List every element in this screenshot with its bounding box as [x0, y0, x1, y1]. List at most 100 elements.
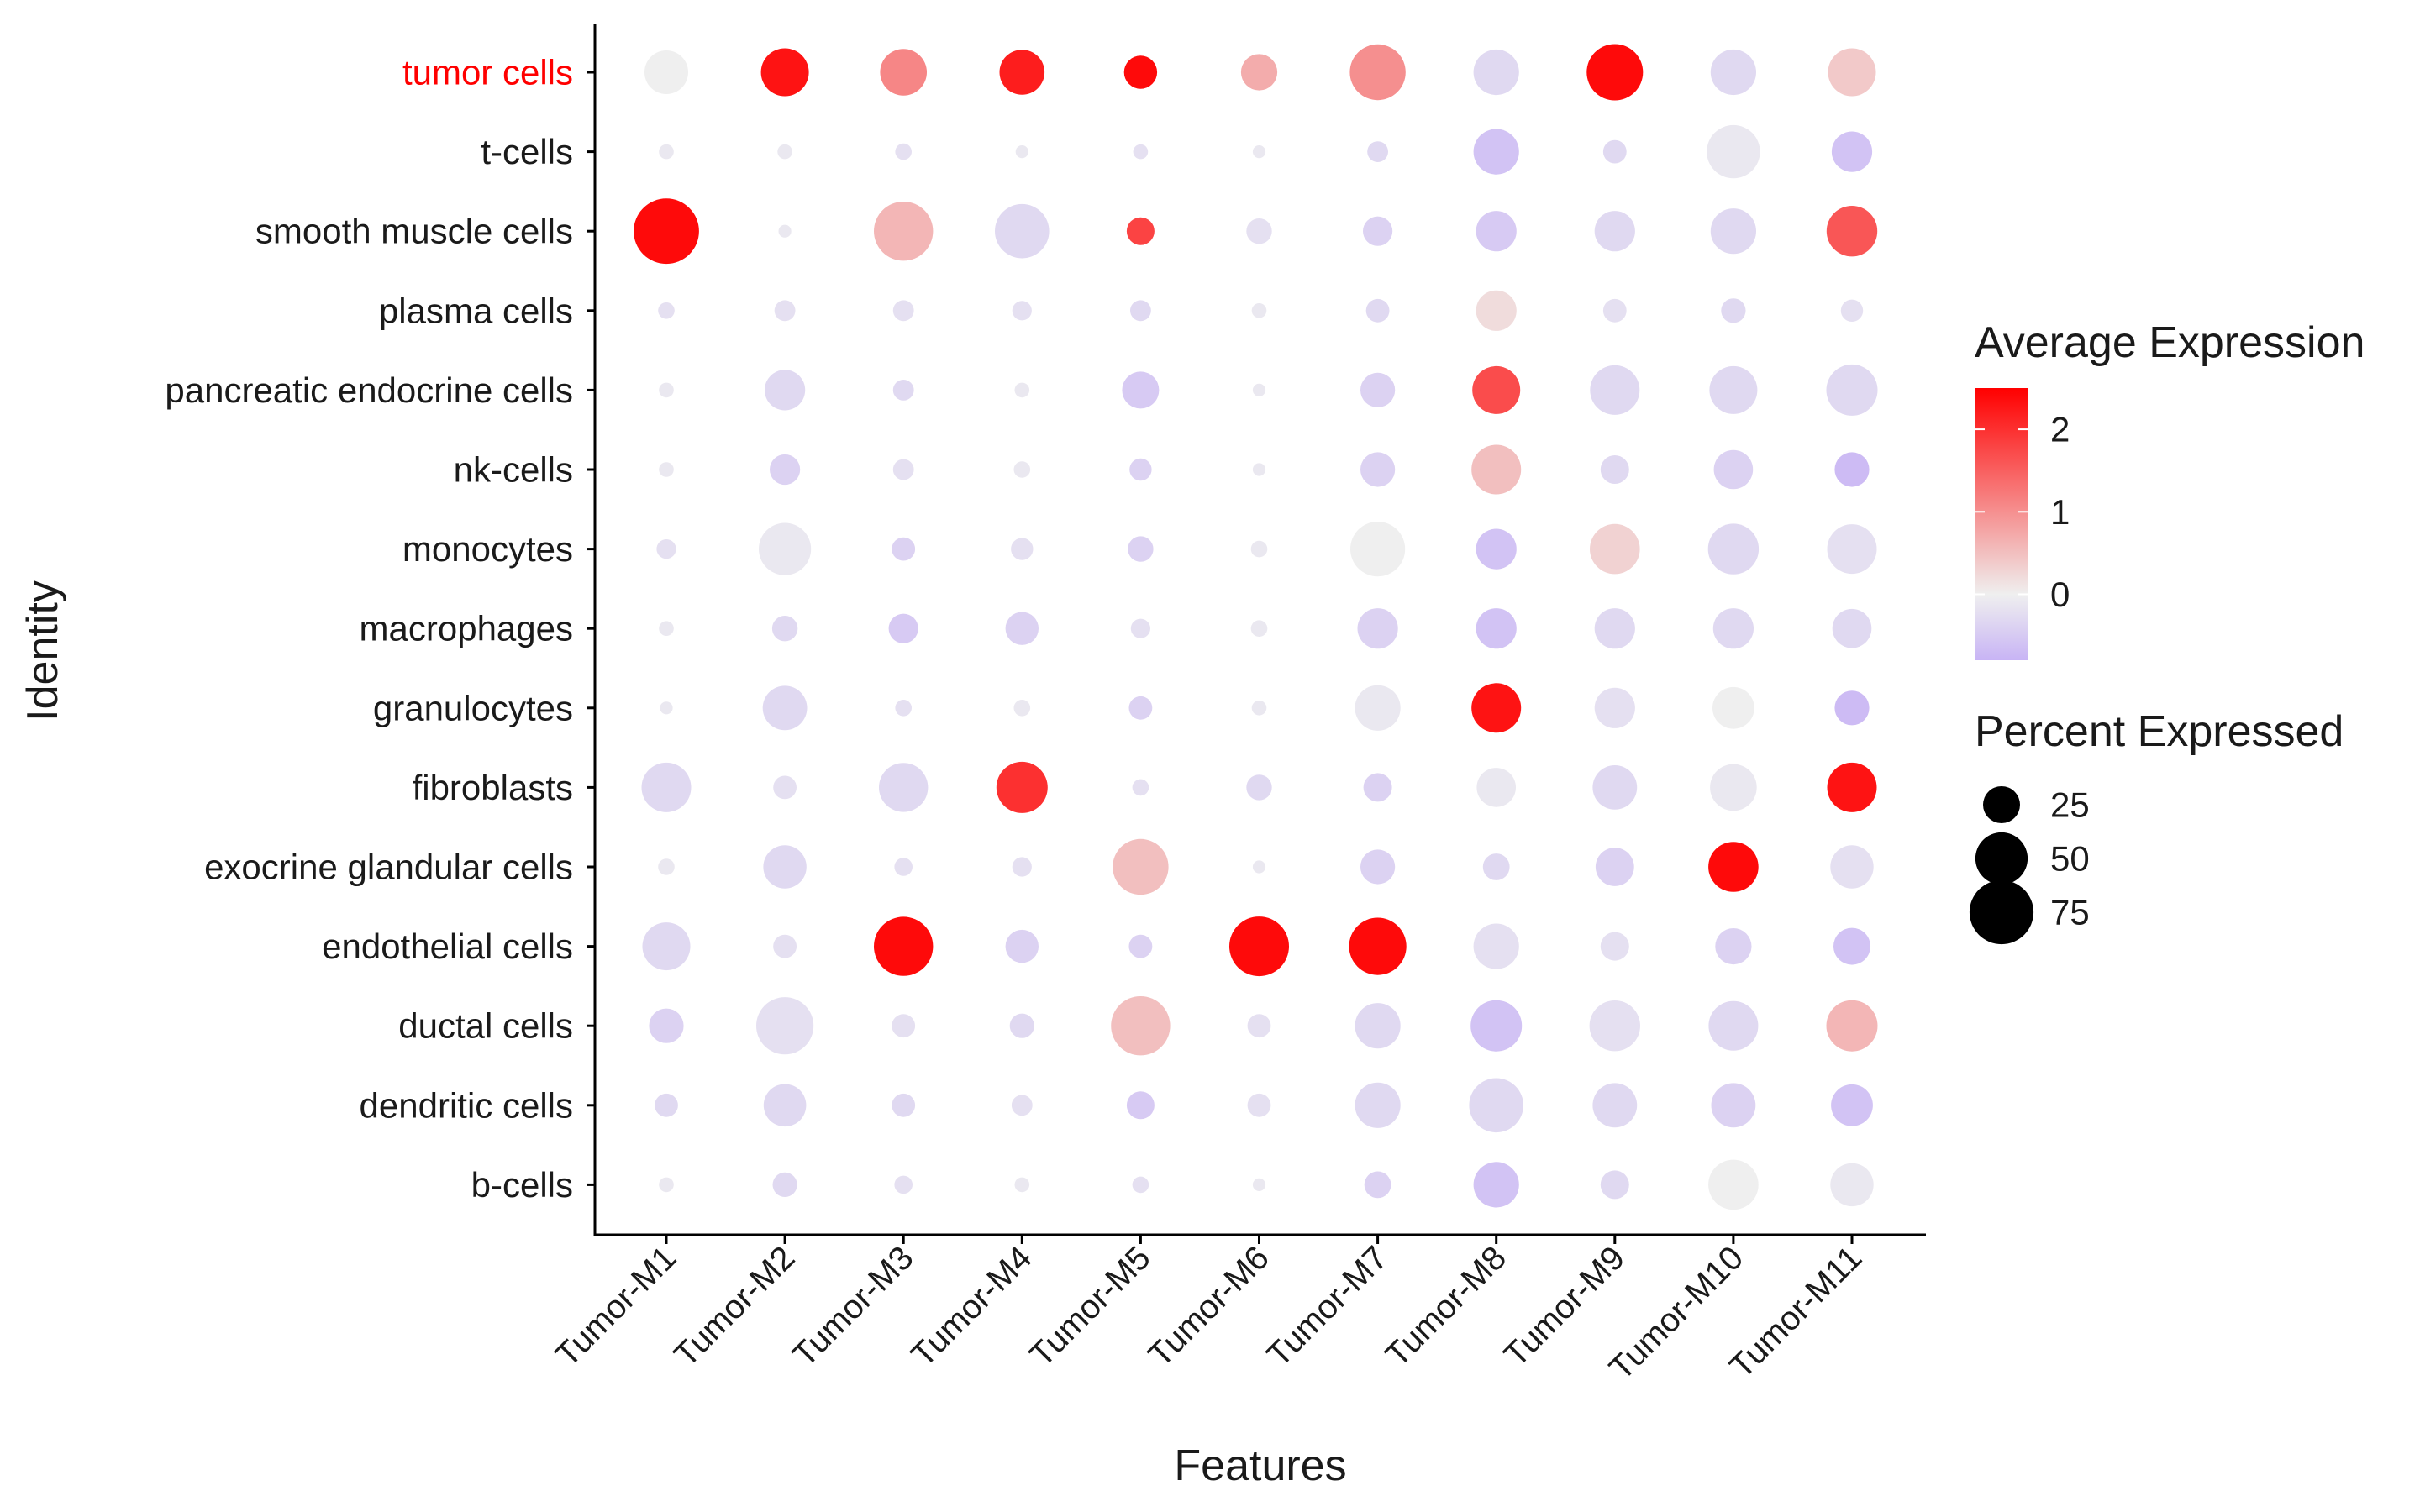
x-tick-label: Tumor-M2 — [667, 1239, 802, 1373]
dot — [1834, 452, 1870, 487]
dot — [995, 203, 1050, 259]
dot — [1009, 1013, 1034, 1038]
dot — [1246, 218, 1272, 244]
dot — [1011, 1095, 1033, 1116]
dot — [1252, 1178, 1266, 1191]
dot — [1600, 932, 1629, 961]
dot — [892, 380, 914, 401]
size-legend-dot — [1969, 879, 2034, 945]
x-tick-label: Tumor-M7 — [1260, 1239, 1394, 1373]
dot — [874, 916, 934, 976]
dot — [1005, 929, 1039, 963]
dot — [1472, 365, 1521, 414]
dot — [773, 775, 797, 800]
dot — [1600, 1170, 1629, 1200]
dot — [1473, 49, 1519, 96]
dot — [1476, 211, 1517, 252]
y-tick-label: b-cells — [471, 1165, 573, 1205]
dot — [1471, 683, 1522, 733]
dot — [1710, 49, 1756, 96]
dot — [1828, 48, 1876, 97]
dot — [1252, 145, 1266, 159]
dot — [996, 761, 1048, 813]
dot — [1831, 1084, 1873, 1126]
dot — [1111, 996, 1171, 1056]
dot — [1246, 774, 1272, 801]
dot — [1240, 54, 1278, 91]
dot — [1252, 383, 1266, 396]
size-legend-dot — [1975, 832, 2028, 885]
dot — [1602, 298, 1627, 323]
x-tick-label: Tumor-M5 — [1023, 1239, 1157, 1373]
dot — [659, 621, 674, 636]
y-tick-label: t-cells — [481, 132, 573, 171]
dot — [1708, 1000, 1759, 1051]
dot — [888, 613, 918, 643]
y-tick-label: smooth muscle cells — [255, 212, 573, 251]
dot — [659, 1177, 674, 1193]
y-tick-label: monocytes — [402, 529, 573, 569]
dot — [1708, 1159, 1759, 1210]
dot — [1710, 764, 1757, 811]
dot — [892, 537, 916, 561]
x-tick-label: Tumor-M6 — [1141, 1239, 1276, 1373]
dot — [1834, 690, 1870, 726]
dot — [1471, 444, 1522, 495]
dot — [1364, 1171, 1392, 1199]
dot — [1252, 463, 1266, 476]
dot — [1826, 1000, 1878, 1052]
dot — [1709, 365, 1758, 414]
dot — [1123, 55, 1158, 89]
dot — [1355, 1082, 1401, 1128]
dot — [1594, 211, 1635, 252]
dot — [874, 202, 934, 261]
size-legend-items: 25 50 75 — [1969, 785, 2090, 945]
dot — [1473, 1162, 1519, 1208]
dot — [1832, 608, 1872, 648]
dot — [760, 48, 809, 97]
dot — [649, 1008, 684, 1043]
size-legend-label: 50 — [2050, 839, 2090, 879]
dot — [1827, 762, 1877, 812]
y-tick-label: tumor cells — [402, 53, 573, 92]
dot — [1012, 857, 1032, 877]
dot — [1826, 206, 1878, 257]
dot — [1126, 217, 1155, 245]
dot — [659, 382, 674, 398]
dot — [1715, 928, 1752, 965]
dot — [1251, 303, 1267, 318]
y-tick-label: exocrine glandular cells — [204, 848, 573, 887]
dot — [1713, 449, 1754, 490]
dot — [770, 454, 801, 486]
dot — [1130, 300, 1151, 322]
dot — [1360, 372, 1396, 407]
size-legend-label: 75 — [2050, 893, 2090, 932]
dot — [1833, 927, 1870, 965]
dot — [1476, 768, 1516, 807]
dot — [658, 302, 675, 319]
dot — [1830, 1163, 1874, 1207]
dot — [659, 144, 674, 160]
color-legend-title: Average Expression — [1975, 318, 2365, 367]
dot — [658, 858, 675, 875]
dot — [1355, 685, 1401, 731]
dot — [894, 1175, 913, 1194]
dot — [1708, 842, 1759, 892]
dot — [1113, 838, 1169, 895]
dot — [1595, 848, 1634, 886]
dot — [1827, 524, 1877, 575]
dot — [1133, 144, 1149, 160]
dot — [1592, 1083, 1638, 1128]
dot — [774, 300, 796, 322]
dot — [1363, 216, 1393, 246]
dot — [1840, 299, 1864, 322]
dot — [1712, 686, 1754, 729]
dot — [1357, 608, 1398, 649]
dot — [1250, 620, 1268, 637]
dot — [1470, 1000, 1523, 1052]
dot — [1350, 522, 1406, 577]
dot — [1594, 687, 1635, 728]
dot — [1473, 129, 1519, 175]
size-legend-dot — [1983, 786, 2020, 823]
